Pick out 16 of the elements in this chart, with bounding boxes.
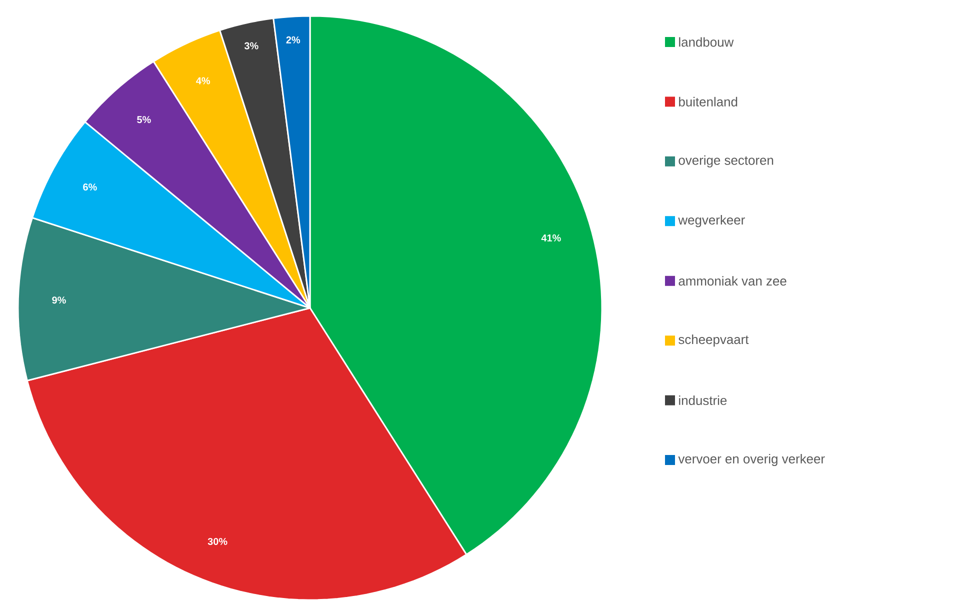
legend-label: industrie <box>679 396 727 406</box>
data-label: 30% <box>208 538 228 546</box>
legend-label: overige sectoren <box>678 155 774 168</box>
legend-label: landbouw <box>679 37 734 47</box>
data-label: 2% <box>286 36 300 44</box>
legend-label: scheepvaart <box>678 334 749 347</box>
legend-label: buitenland <box>679 96 738 106</box>
data-label: 9% <box>52 296 66 304</box>
legend-label: wegverkeer <box>678 215 745 228</box>
data-label: 41% <box>541 234 561 242</box>
legend-label: vervoer en overig verkeer <box>678 454 825 466</box>
data-label: 4% <box>196 77 210 84</box>
data-label: 3% <box>244 42 258 50</box>
legend-label: ammoniak van zee <box>678 276 786 286</box>
data-label: 5% <box>137 116 151 124</box>
data-label: 6% <box>83 183 97 191</box>
